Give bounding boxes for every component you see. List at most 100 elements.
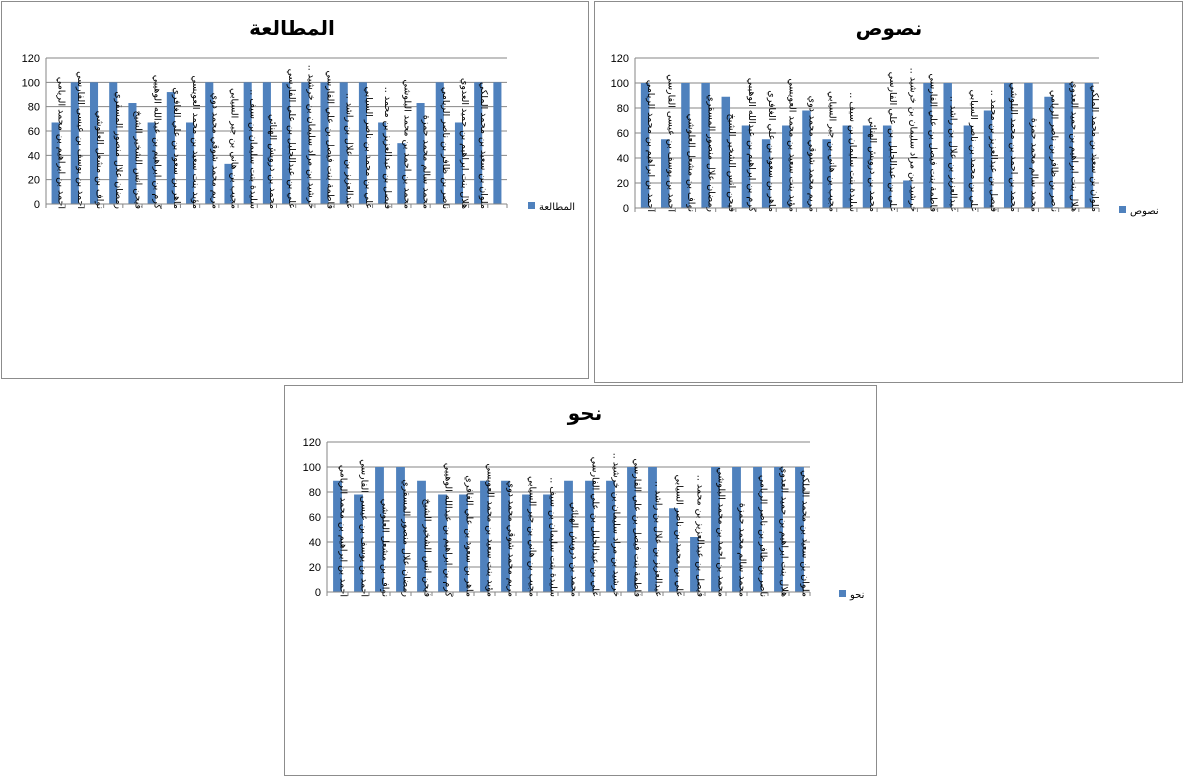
category-label: عبدالعزيز بن علال بن راشد .. (344, 93, 355, 209)
bar (454, 122, 464, 204)
bar (923, 83, 932, 208)
bar (435, 82, 444, 204)
bar (822, 139, 831, 208)
bar (761, 139, 771, 208)
category-label: ملوان بن سعيد بن محمد الملكي (478, 82, 489, 209)
category-label: مؤيد بنت سعيد بن محمد العويسي (485, 463, 496, 597)
legend-label: نحو (849, 590, 864, 601)
chart-panel-nusus: نصوص 0 20 40 60 80 100 120 احمد بن ابراهيم بن مح… (594, 1, 1183, 383)
category-label: ناصر بن ظافر بن ناصر الريامي (758, 475, 769, 597)
category-label: فيحن انس الشخير الشيخ (132, 111, 143, 209)
y-tick-label: 120 (22, 53, 40, 65)
category-label: هلال بنت ابراهيم بن حميد العدوي (1069, 81, 1080, 212)
bar (417, 480, 426, 592)
y-tick-label: 100 (22, 77, 40, 89)
bar (243, 82, 252, 204)
category-label: نواف بن مشعل العلوشي (685, 114, 696, 212)
category-label: علي بن عبدالجليل بن علي الفارسي (887, 72, 898, 212)
bar (205, 82, 214, 204)
category-label: هلال بنت ابراهيم بن حميد العدوي (779, 466, 790, 597)
category-label: مجيب بن هاني بن جبر السيابي (228, 88, 239, 209)
y-tick-label: 100 (611, 78, 629, 90)
category-label: ماهر بن سعود بن علي الغافري (464, 475, 475, 597)
y-tick-label: 40 (617, 153, 629, 165)
legend-swatch (1119, 206, 1126, 213)
bar (543, 494, 552, 592)
category-label: عبدالعزيز بن علال بن راشد .. (948, 96, 959, 212)
category-label: خرشيد بن مراد سليمان بن خرشيد .. (907, 68, 918, 212)
category-label: كرم بن ابراهيم بن عبدالله الوهيبي (746, 78, 757, 213)
bar (474, 82, 483, 204)
bar (661, 139, 670, 208)
category-label: ماهر بن سعود بن علي الغافري (171, 87, 182, 209)
category-label: كرم بن ابراهيم بن عبدالله الوهيبي (443, 463, 454, 598)
category-label: محمد بن احمد بن محمد البلوشي (401, 79, 412, 209)
y-tick-label: 100 (303, 462, 321, 474)
y-tick-label: 120 (611, 53, 629, 65)
bar (1064, 83, 1073, 208)
bar (501, 480, 510, 592)
chart-nahw: نحو 0 20 40 60 80 100 120 احمد بن ابراهيم بن محم… (303, 401, 865, 601)
y-tick-label: 20 (28, 175, 40, 187)
category-label: سليدة بنت سليمان بن سيف .. (248, 89, 259, 209)
category-label: احمد بن ابراهيم بن محمد الريامي (56, 77, 67, 209)
chart-mutalaa: المطالعة 0 20 40 60 80 100 120 احمد بن ابراهيم ب… (22, 16, 575, 213)
bar (378, 122, 387, 204)
chart-panel-mutalaa: المطالعة 0 20 40 60 80 100 120 احمد بن ابراهيم ب… (1, 1, 589, 379)
category-label: فيصل بن عبدالعزيز بن محمد .. (382, 87, 393, 209)
y-tick-label: 0 (315, 587, 321, 599)
category-label: محمد سالم محمد حمزة (737, 503, 748, 597)
chart-title: نحو (567, 401, 602, 425)
legend-swatch (528, 202, 535, 209)
category-label: محمد سالم محمد حمزة (421, 115, 432, 209)
category-label: محمد بن درويش الهنائي (569, 502, 580, 597)
category-label: مؤيد بنت سعيد بن محمد العويسي (190, 75, 201, 209)
bar (128, 103, 137, 204)
category-label: محمد بن درويش الهنائي (867, 117, 878, 212)
bar (681, 83, 690, 208)
legend-label: المطالعة (539, 202, 575, 213)
bar (640, 83, 650, 208)
category-label: ناصر بن ظافر بن ناصر الريامي (440, 87, 451, 209)
bar (459, 494, 468, 592)
bar (1044, 96, 1053, 208)
category-label: علي بن محمد بن ناصر السيابي (363, 87, 374, 209)
bar (753, 467, 762, 592)
bar (186, 122, 195, 204)
bar (480, 480, 489, 592)
bar (522, 494, 531, 592)
bar (1084, 83, 1094, 208)
y-tick-label: 20 (617, 178, 629, 190)
category-label: فيحن انس الشخير الشيخ (422, 499, 433, 597)
bar (339, 82, 348, 204)
category-label: فيصل بن عبدالعزيز بن محمد .. (988, 90, 999, 212)
category-label: رمضان علال منصور المسقري (706, 94, 717, 212)
y-tick-label: 40 (309, 537, 321, 549)
chart-title: نصوص (856, 16, 923, 40)
category-label: عبدالعزيز بن علال بن راشد .. (653, 481, 664, 597)
bar (903, 180, 912, 208)
y-tick-label: 60 (28, 126, 40, 138)
category-label: رمضان علال منصور المسقري (401, 479, 412, 597)
chart-nusus: نصوص 0 20 40 60 80 100 120 احمد بن ابراهيم بن مح… (611, 16, 1159, 217)
bar (70, 82, 79, 204)
category-label: مريم محمد شوقي محمد دوي (209, 93, 220, 209)
bar (564, 480, 573, 592)
bar (109, 82, 118, 204)
y-tick-label: 0 (623, 203, 629, 215)
category-label: هلال بنت ابراهيم بن حميد العدوي (459, 78, 470, 209)
bar (711, 467, 720, 592)
category-label: ملوان بن سعيد بن محمد الملكي (1089, 85, 1100, 212)
category-label: احمد بن يوسف بن عيسى الفارسي (665, 74, 676, 212)
category-label: محمد بن احمد بن محمد البلوشي (1008, 82, 1019, 212)
bar (782, 125, 791, 208)
bar (438, 494, 447, 592)
category-label: علي بن عبدالجليل بن علي الفارسي (590, 457, 601, 597)
category-label: احمد بن ابراهيم بن محمد الريامي (645, 80, 656, 212)
y-tick-label: 0 (34, 199, 40, 211)
category-label: خرشيد بن مراد سليمان بن خرشيد .. (611, 453, 622, 597)
bar (741, 125, 751, 208)
bar (493, 82, 502, 204)
category-label: احمد بن ابراهيم بن محمد الريامي (338, 465, 349, 597)
bar (701, 83, 710, 208)
